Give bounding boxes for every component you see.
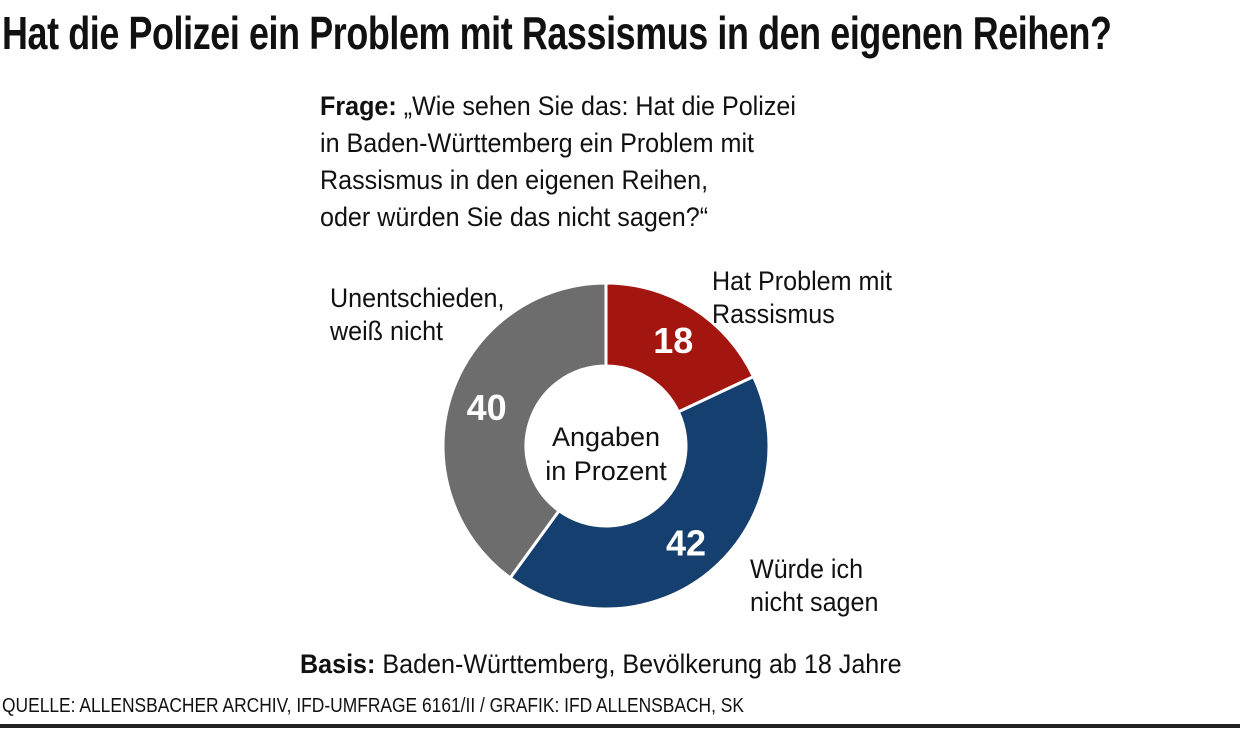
bottom-rule xyxy=(0,724,1240,728)
question-line-3: Rassismus in den eigenen Reihen, xyxy=(320,165,709,195)
slice-problem xyxy=(604,281,756,414)
slice-label-not-say-line-2: nicht sagen xyxy=(750,587,879,617)
question-text: Frage: „Wie sehen Sie das: Hat die Poliz… xyxy=(320,88,796,236)
slice-not-say-value-label: 42 xyxy=(666,523,706,564)
slice-label-problem-line-1: Hat Problem mit xyxy=(712,266,893,296)
slice-not-say xyxy=(508,374,771,611)
slice-label-undecided: Unentschieden, weiß nicht xyxy=(330,282,505,348)
basis-label: Basis: xyxy=(300,649,376,679)
slice-undecided xyxy=(441,281,608,580)
slice-undecided-value-label: 40 xyxy=(467,387,507,428)
center-label-line-1: Angaben xyxy=(552,422,660,452)
question-line-4: oder würden Sie das nicht sagen?“ xyxy=(320,202,709,232)
slice-label-undecided-line-1: Unentschieden, xyxy=(330,283,505,313)
question-line-2: in Baden-Württemberg ein Problem mit xyxy=(320,128,755,158)
basis-text: Baden-Württemberg, Bevölkerung ab 18 Jah… xyxy=(382,649,902,679)
basis-note: Basis: Baden-Württemberg, Bevölkerung ab… xyxy=(300,646,902,682)
center-label-line-2: in Prozent xyxy=(545,456,667,486)
slice-problem-value-label: 18 xyxy=(653,320,693,361)
slice-label-not-say: Würde ich nicht sagen xyxy=(750,553,878,619)
slice-label-undecided-line-2: weiß nicht xyxy=(330,316,444,346)
slice-label-not-say-line-1: Würde ich xyxy=(750,554,864,584)
chart-title: Hat die Polizei ein Problem mit Rassismu… xyxy=(2,7,1112,59)
slice-label-problem-line-2: Rassismus xyxy=(712,299,835,329)
source-note: QUELLE: ALLENSBACHER ARCHIV, IFD-UMFRAGE… xyxy=(2,695,745,717)
question-line-1: „Wie sehen Sie das: Hat die Polizei xyxy=(403,91,796,121)
slice-label-problem: Hat Problem mit Rassismus xyxy=(712,265,892,331)
question-label: Frage: xyxy=(320,91,397,121)
